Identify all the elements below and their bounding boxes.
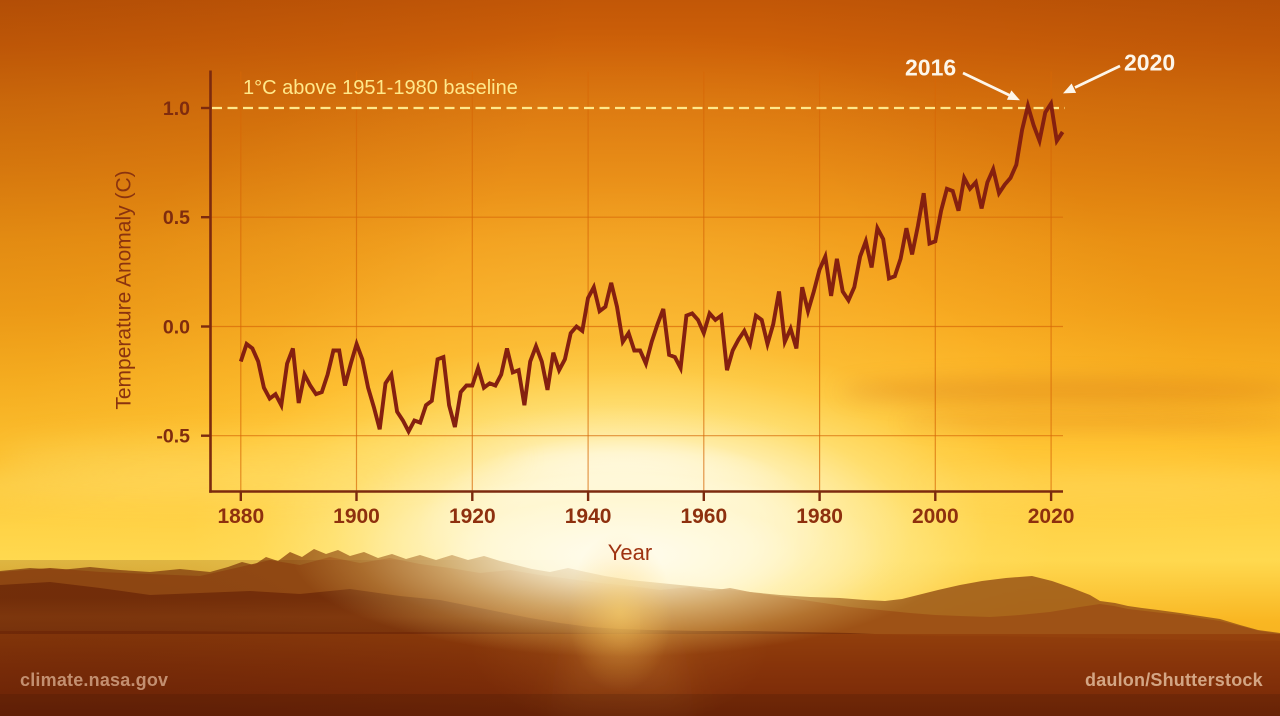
svg-text:1960: 1960	[680, 505, 727, 528]
svg-text:Temperature Anomaly (C): Temperature Anomaly (C)	[113, 170, 136, 409]
svg-text:Year: Year	[608, 540, 652, 565]
svg-text:0.0: 0.0	[163, 316, 190, 338]
svg-text:1920: 1920	[449, 505, 496, 528]
svg-text:1880: 1880	[217, 505, 264, 528]
svg-text:0.5: 0.5	[163, 207, 190, 229]
svg-text:2000: 2000	[912, 505, 959, 528]
svg-text:2016: 2016	[905, 55, 956, 81]
svg-text:1900: 1900	[333, 505, 380, 528]
svg-text:1°C above 1951-1980 baseline: 1°C above 1951-1980 baseline	[243, 77, 518, 99]
svg-text:1940: 1940	[565, 505, 612, 528]
svg-text:-0.5: -0.5	[156, 426, 190, 448]
svg-text:2020: 2020	[1028, 505, 1075, 528]
svg-text:2020: 2020	[1124, 50, 1175, 76]
svg-text:1.0: 1.0	[163, 98, 190, 120]
svg-text:1980: 1980	[796, 505, 843, 528]
